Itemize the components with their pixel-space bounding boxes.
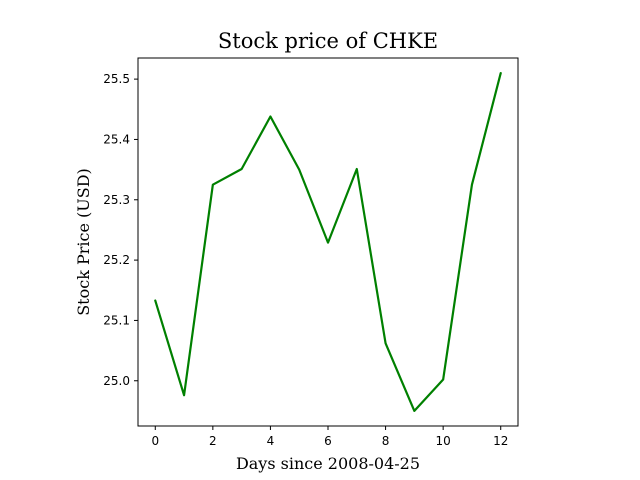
series-group bbox=[154, 71, 502, 413]
y-tick-label: 25.5 bbox=[103, 72, 130, 86]
x-tick-label: 10 bbox=[436, 434, 451, 448]
x-axis: 0 2 4 6 8 10 12 bbox=[151, 426, 508, 448]
y-tick-label: 25.2 bbox=[103, 253, 130, 267]
x-tick-label: 12 bbox=[493, 434, 508, 448]
y-axis: 25.0 25.1 25.2 25.3 25.4 25.5 bbox=[103, 72, 138, 388]
price-series-line bbox=[154, 71, 502, 413]
y-tick-label: 25.4 bbox=[103, 132, 130, 146]
x-tick-label: 2 bbox=[209, 434, 217, 448]
x-axis-label: Days since 2008-04-25 bbox=[236, 454, 420, 473]
x-tick-label: 8 bbox=[382, 434, 390, 448]
y-axis-label: Stock Price (USD) bbox=[74, 168, 93, 316]
x-tick-label: 0 bbox=[151, 434, 159, 448]
x-tick-label: 6 bbox=[324, 434, 332, 448]
y-tick-label: 25.0 bbox=[103, 374, 130, 388]
x-tick-label: 4 bbox=[267, 434, 275, 448]
chart-title: Stock price of CHKE bbox=[218, 29, 438, 53]
y-tick-label: 25.1 bbox=[103, 313, 130, 327]
y-tick-label: 25.3 bbox=[103, 193, 130, 207]
